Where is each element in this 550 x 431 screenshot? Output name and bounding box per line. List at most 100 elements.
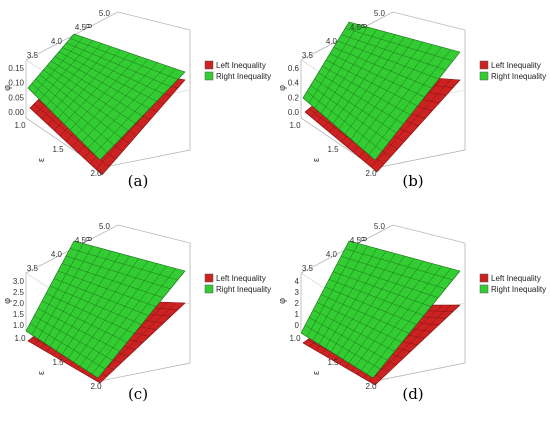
panel-caption: (d) [402,385,424,403]
y-tick-label: 4.5 [75,236,87,245]
mesh-line [69,248,178,281]
x-tick-label: 1.0 [14,121,26,130]
surface-plot: 0.00 0.05 0.10 0.153.5 4.0 4.5 5.0 1.0 1.5 2.0 φ θ ε… [2,9,271,178]
z-tick-label: 0.10 [8,79,24,88]
mesh-line [340,256,446,290]
x-tick-label: 1.5 [52,145,64,154]
legend-swatch-right [479,71,489,81]
panel-d: 0 1 2 3 4 3.5 4.0 4.5 5.0 1.0 1.5 2.0 φ θ ε Left Inequa… [275,213,550,426]
x-axis-label: ε [311,371,321,375]
mesh-line [65,255,171,290]
mesh-line [345,28,453,62]
legend-swatch-right [204,284,214,294]
z-tick-label: 2 [295,299,300,308]
z-tick-label: 1.5 [13,310,25,319]
x-tick-label: 1.0 [289,121,301,130]
panel-b: 0.0 0.2 0.4 0.6 3.5 4.0 4.5 5.0 1.0 1.5 2.0 φ θ ε Left… [275,0,550,213]
legend-label-left: Left Inequality [216,274,266,283]
legend-swatch-right [204,71,214,81]
legend-swatch-left [204,273,214,283]
mesh-line [93,302,177,380]
legend: Left Inequality Right Inequality [204,273,271,294]
z-tick-label: 2.0 [13,299,25,308]
z-tick-label: 2.5 [13,288,25,297]
x-tick-label: 2.0 [365,169,377,178]
z-tick-label: 0.6 [288,64,300,73]
mesh-line [368,304,452,382]
mesh-line [341,34,446,71]
legend-label-right: Right Inequality [216,285,271,294]
y-axis-label: θ [84,23,94,28]
z-tick-label: 1.0 [13,321,25,330]
legend: Left Inequality Right Inequality [479,60,546,81]
x-tick-label: 2.0 [365,382,377,391]
panel-caption: (c) [127,385,149,403]
y-axis-label: θ [359,23,369,28]
z-tick-label: 1 [295,310,300,319]
z-axis-label: φ [277,298,287,304]
x-tick-label: 2.0 [90,169,102,178]
legend-label-left: Left Inequality [216,61,266,70]
panel-caption: (b) [402,172,424,190]
legend-swatch-left [479,60,489,70]
y-axis-label: θ [359,236,369,241]
y-tick-label: 3.5 [27,51,39,60]
panel-caption: (a) [127,172,149,190]
y-tick-label: 4.0 [51,37,63,46]
z-axis-label: φ [2,85,12,91]
x-tick-label: 1.5 [327,358,339,367]
y-tick-label: 4.0 [51,250,63,259]
y-tick-label: 4.0 [326,37,338,46]
panel-c: 1.0 1.5 2.0 2.5 3.0 3.5 4.0 4.5 5.0 1.0 1.5 2.0 φ θ ε L… [0,213,275,426]
surface-plot: 1.01.52.02.53.03.54.04.55.01.01.52.0φθεL… [2,222,271,391]
z-tick-label: 0.2 [288,93,300,102]
right-inequality-surface [25,240,186,379]
mesh-line [368,49,451,155]
surface-plot: 0.0 0.2 0.4 0.63.5 4.0 4.5 5.0 1.0 1.5 2.0 φ θ ε Left… [277,9,546,178]
right-inequality-surface [302,21,461,161]
z-axis-label: φ [277,85,287,91]
z-tick-label: 3.0 [13,277,25,286]
panel-a: 0.00 0.05 0.10 0.15 3.5 4.0 4.5 5.0 1.0 1.5 2.0 φ θ ε… [0,0,275,213]
y-tick-label: 5.0 [374,222,386,231]
legend-label-right: Right Inequality [491,72,546,81]
y-axis-label: θ [84,236,94,241]
z-tick-label: 0 [295,321,300,330]
x-tick-label: 1.5 [327,145,339,154]
z-tick-label: 0.05 [8,93,24,102]
bounding-box [300,224,466,382]
y-tick-label: 5.0 [374,9,386,18]
z-axis-label: φ [2,298,12,304]
legend-swatch-left [479,273,489,283]
y-tick-label: 4.5 [350,23,362,32]
y-tick-label: 4.0 [326,250,338,259]
right-inequality-surface [27,33,186,161]
y-tick-label: 5.0 [99,9,111,18]
z-tick-label: 0.00 [8,108,24,117]
y-tick-label: 3.5 [302,264,314,273]
legend-label-left: Left Inequality [491,274,541,283]
y-tick-label: 5.0 [99,222,111,231]
z-tick-label: 4 [295,277,300,286]
x-axis-label: ε [36,371,46,375]
z-tick-label: 0.4 [288,79,300,88]
legend-swatch-right [479,284,489,294]
legend-label-left: Left Inequality [491,61,541,70]
bounding-box [25,11,191,169]
x-tick-label: 1.0 [14,334,26,343]
z-tick-label: 0.0 [288,108,300,117]
legend: Left Inequality Right Inequality [204,60,271,81]
mesh-line [370,79,452,168]
x-tick-label: 2.0 [90,382,102,391]
mesh-line [70,38,178,80]
x-axis-label: ε [311,158,321,162]
surface-plot: 0 1 2 3 43.5 4.0 4.5 5.0 1.0 1.5 2.0 φ θ ε Left Inequa… [277,222,546,391]
legend: Left Inequality Right Inequality [479,273,546,294]
y-tick-label: 4.5 [75,23,87,32]
mesh-line [66,42,171,87]
right-inequality-surface [300,240,461,379]
x-tick-label: 1.0 [289,334,301,343]
mesh-line [93,68,176,155]
y-tick-label: 3.5 [27,264,39,273]
mesh-line [366,268,451,375]
